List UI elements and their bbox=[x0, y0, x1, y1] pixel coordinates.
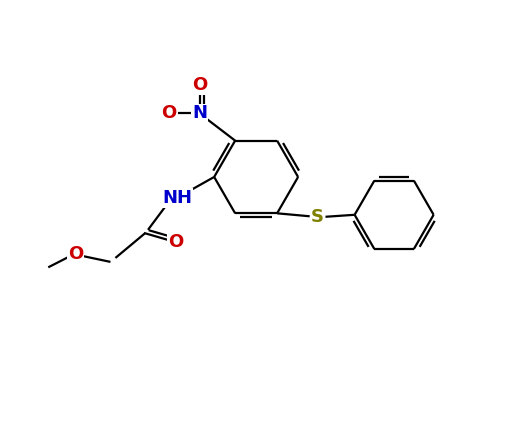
Text: O: O bbox=[68, 246, 84, 264]
Text: O: O bbox=[192, 76, 207, 94]
Text: N: N bbox=[192, 104, 207, 122]
Text: NH: NH bbox=[162, 189, 192, 207]
Text: O: O bbox=[168, 233, 183, 251]
Text: O: O bbox=[161, 104, 177, 122]
Text: S: S bbox=[311, 208, 324, 226]
